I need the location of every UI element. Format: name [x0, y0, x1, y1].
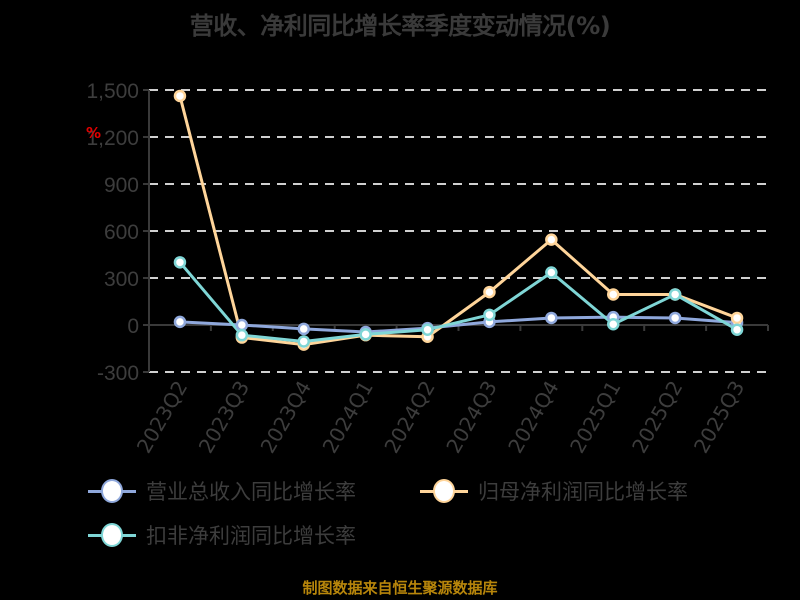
data-source-note: 制图数据来自恒生聚源数据库 — [302, 579, 498, 597]
data-point[interactable] — [607, 317, 620, 331]
y-tick-label: 1,200 — [86, 127, 139, 150]
series-lines — [173, 89, 744, 351]
data-point[interactable] — [297, 335, 310, 348]
legend-label: 归母净利润同比增长率 — [478, 480, 688, 504]
legend-swatch-revenue — [88, 478, 136, 504]
data-point[interactable] — [297, 322, 310, 336]
data-point[interactable] — [730, 323, 744, 336]
data-point[interactable] — [545, 233, 558, 246]
x-tick-label: 2025Q1 — [565, 377, 625, 458]
x-tick-label: 2024Q3 — [441, 377, 501, 458]
data-point[interactable] — [483, 285, 496, 299]
data-point[interactable] — [668, 311, 682, 325]
data-point[interactable] — [730, 311, 744, 325]
series-line — [178, 95, 738, 347]
data-point[interactable] — [173, 315, 187, 329]
series-line — [179, 315, 738, 334]
legend-swatch-deducted-net-profit — [88, 522, 136, 548]
unit-marker: % — [86, 124, 101, 142]
x-tick-label: 2024Q1 — [318, 377, 378, 458]
data-point[interactable] — [421, 323, 434, 336]
data-point[interactable] — [607, 288, 620, 301]
series-line — [178, 261, 738, 343]
y-tick-label: 1,500 — [86, 80, 139, 103]
legend-label: 营业总收入同比增长率 — [146, 480, 356, 504]
x-axis: 2023Q2 2023Q3 2023Q4 2024Q1 2024Q2 2024Q3 2024… — [132, 324, 769, 458]
grid-lines — [149, 89, 768, 373]
y-tick-label: 600 — [104, 221, 139, 244]
y-tick-label: 0 — [127, 315, 139, 338]
legend-item-deducted-net-profit[interactable]: 扣非净利润同比增长率 — [88, 518, 356, 552]
x-tick-label: 2024Q4 — [503, 377, 563, 458]
x-tick-label: 2023Q2 — [132, 377, 192, 458]
legend-item-revenue[interactable]: 营业总收入同比增长率 — [88, 474, 356, 508]
y-tick-label: 900 — [104, 174, 139, 197]
x-tick-label: 2025Q2 — [627, 377, 687, 458]
x-tick-label: 2025Q3 — [689, 377, 749, 458]
x-tick-label: 2023Q4 — [256, 377, 316, 458]
data-point[interactable] — [173, 89, 187, 103]
data-point[interactable] — [545, 311, 558, 325]
data-point[interactable] — [359, 328, 372, 341]
x-tick-label: 2023Q3 — [194, 377, 254, 458]
legend-label: 扣非净利润同比增长率 — [146, 524, 356, 548]
data-point[interactable] — [668, 288, 682, 301]
chart-title: 营收、净利同比增长率季度变动情况(%) — [189, 12, 611, 40]
data-point[interactable] — [483, 308, 496, 322]
data-point[interactable] — [173, 256, 187, 269]
x-tick-label: 2024Q2 — [379, 377, 439, 458]
data-point[interactable] — [545, 266, 558, 279]
y-tick-label: -300 — [97, 362, 139, 385]
legend-swatch-net-profit — [420, 478, 468, 504]
data-point[interactable] — [235, 328, 249, 342]
data-point[interactable] — [235, 318, 249, 332]
legend-item-net-profit[interactable]: 归母净利润同比增长率 — [420, 474, 688, 508]
y-tick-label: 300 — [104, 268, 139, 291]
